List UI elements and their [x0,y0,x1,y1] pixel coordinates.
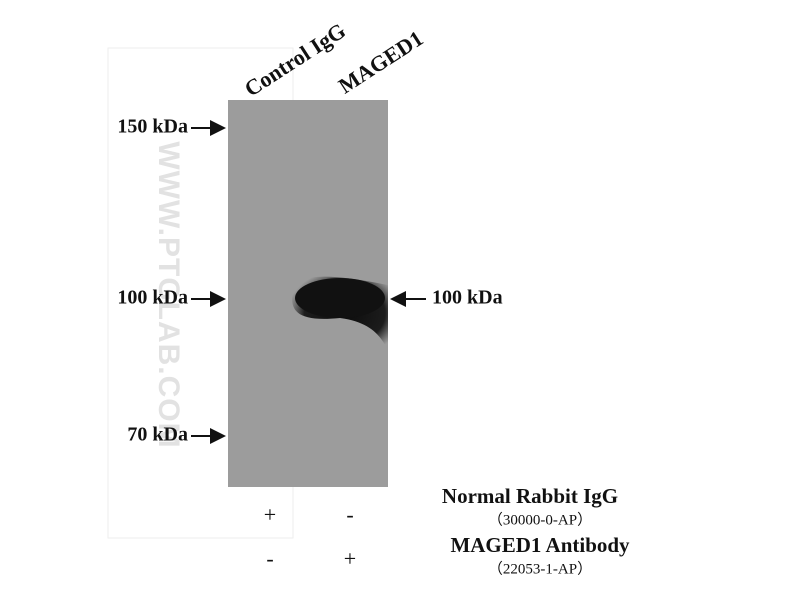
condition-catalog: （22053-1-AP） [488,560,592,577]
condition-sign: + [344,546,356,571]
condition-sign: - [266,546,273,571]
condition-catalog: （30000-0-AP） [488,511,592,528]
band-label: 100 kDa [432,287,503,309]
condition-name: Normal Rabbit IgG [442,484,618,508]
condition-sign: + [264,502,276,527]
protein-band-core [295,278,385,318]
condition-sign: - [346,502,353,527]
lane-label: Control IgG [240,18,350,102]
marker-label: 150 kDa [117,116,188,138]
watermark: WWW.PTGLAB.COM [152,141,185,448]
marker-label: 100 kDa [117,287,188,309]
condition-name: MAGED1 Antibody [450,533,630,557]
marker-label: 70 kDa [127,424,188,446]
